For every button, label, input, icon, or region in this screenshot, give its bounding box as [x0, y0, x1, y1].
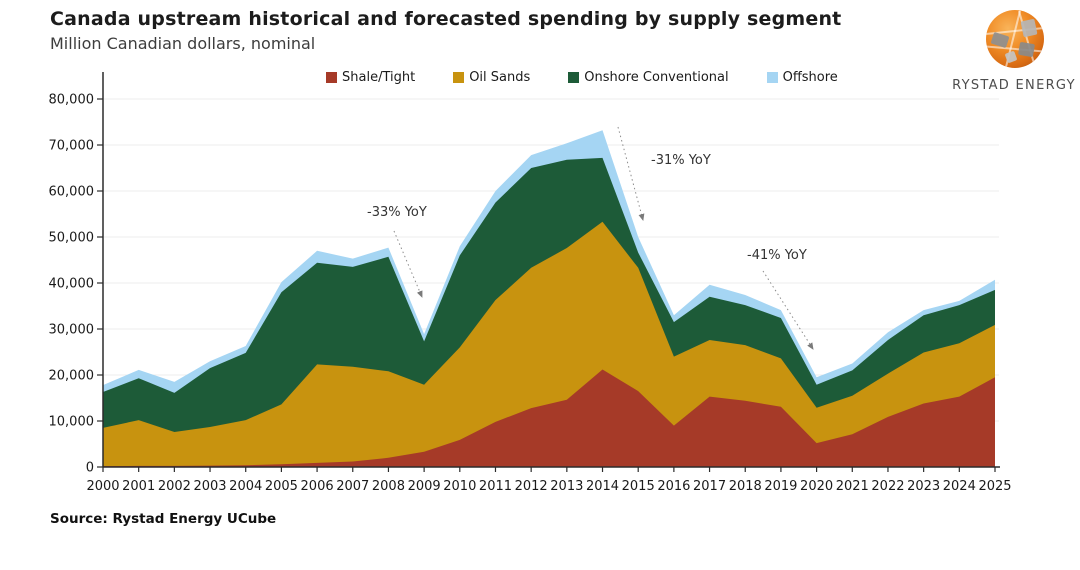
- x-tick-label: 2021: [836, 479, 869, 494]
- logo-wordmark: RYSTAD ENERGY: [952, 78, 1076, 93]
- legend-item-oil-sands: Oil Sands: [453, 70, 530, 85]
- x-tick-label: 2025: [978, 479, 1011, 494]
- x-tick-label: 2024: [943, 479, 976, 494]
- legend-label: Offshore: [782, 70, 838, 85]
- y-tick-label: 40,000: [49, 277, 95, 292]
- legend-label: Shale/Tight: [342, 70, 416, 85]
- x-tick-label: 2014: [586, 479, 619, 494]
- y-tick-label: 50,000: [49, 231, 95, 246]
- legend-swatch-offshore: [766, 72, 778, 83]
- x-tick-label: 2004: [229, 479, 262, 494]
- x-tick-label: 2012: [515, 479, 548, 494]
- legend-label: Onshore Conventional: [584, 70, 729, 85]
- legend-swatch-oil-sands: [453, 72, 465, 83]
- x-tick-label: 2020: [800, 479, 833, 494]
- y-tick-label: 10,000: [49, 415, 95, 430]
- x-tick-label: 2007: [336, 479, 369, 494]
- x-tick-label: 2018: [729, 479, 762, 494]
- x-tick-label: 2022: [871, 479, 904, 494]
- x-tick-label: 2001: [122, 479, 155, 494]
- x-tick-label: 2005: [265, 479, 298, 494]
- x-tick-label: 2006: [301, 479, 334, 494]
- rystad-energy-logo: RYSTAD ENERGY: [948, 6, 1080, 102]
- chart-subtitle: Million Canadian dollars, nominal: [50, 34, 316, 53]
- annotation-label--41-yoy: -41% YoY: [747, 248, 807, 263]
- x-tick-label: 2003: [193, 479, 226, 494]
- y-tick-label: 20,000: [49, 369, 95, 384]
- x-tick-label: 2011: [479, 479, 512, 494]
- y-tick-label: 60,000: [49, 185, 95, 200]
- legend-swatch-shale-tight: [326, 72, 337, 83]
- annotation-arrows: [393, 126, 814, 350]
- x-tick-label: 2002: [158, 479, 191, 494]
- legend-swatch-onshore-conventional: [568, 72, 580, 83]
- x-tick-label: 2009: [408, 479, 441, 494]
- x-tick-label: 2008: [372, 479, 405, 494]
- y-tick-label: 70,000: [49, 139, 95, 154]
- annotation-arrow: [762, 270, 814, 350]
- x-tick-label: 2016: [657, 479, 690, 494]
- x-tick-label: 2010: [443, 479, 476, 494]
- x-tick-label: 2013: [550, 479, 583, 494]
- legend-item-shale-tight: Shale/Tight: [326, 70, 415, 85]
- x-tick-label: 2023: [907, 479, 940, 494]
- area-shale-tight: [103, 369, 995, 467]
- legend-item-onshore-conventional: Onshore Conventional: [568, 70, 729, 85]
- y-tick-label: 80,000: [49, 93, 95, 108]
- annotation-label--31-yoy: -31% YoY: [651, 153, 711, 168]
- x-tick-label: 2015: [622, 479, 655, 494]
- source-note: Source: Rystad Energy UCube: [50, 511, 277, 527]
- chart-legend: Shale/Tight Oil Sands Onshore Conventional…: [326, 70, 838, 85]
- legend-item-offshore: Offshore: [766, 70, 838, 85]
- legend-label: Oil Sands: [469, 70, 531, 85]
- y-tick-label: 30,000: [49, 323, 95, 338]
- globe-icon: [986, 10, 1044, 68]
- annotation-arrow: [393, 230, 423, 298]
- annotation-label--33-yoy: -33% YoY: [367, 205, 427, 220]
- y-tick-label: 0: [86, 461, 94, 476]
- chart-title: Canada upstream historical and forecaste…: [50, 8, 842, 30]
- x-tick-label: 2019: [764, 479, 797, 494]
- x-tick-label: 2017: [693, 479, 726, 494]
- areas: [103, 130, 995, 468]
- x-tick-label: 2000: [86, 479, 119, 494]
- axes: 0 10,000 20,000 30,000 40,000 50,000 60,000 70,…: [49, 72, 1012, 494]
